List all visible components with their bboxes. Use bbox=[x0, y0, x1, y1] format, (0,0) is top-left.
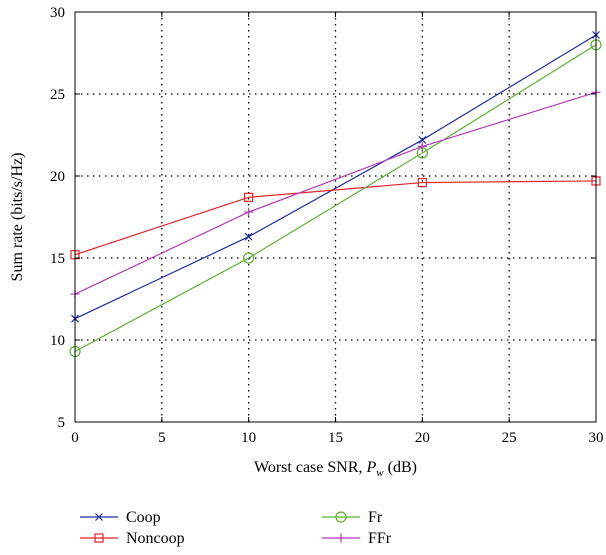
legend-item-ffr: FFr bbox=[322, 530, 392, 547]
data-point-ffr bbox=[244, 207, 254, 217]
y-tick-label: 30 bbox=[50, 5, 65, 21]
series-coop bbox=[71, 31, 600, 323]
grid-lines bbox=[75, 12, 596, 422]
legend-label: FFr bbox=[368, 530, 392, 547]
series-line-coop bbox=[74, 34, 597, 320]
legend-label: Coop bbox=[126, 509, 161, 526]
legend-marker bbox=[336, 533, 346, 543]
y-tick-label: 25 bbox=[50, 87, 65, 103]
x-axis-label-sub: w bbox=[376, 467, 384, 479]
legend-item-noncoop: Noncoop bbox=[80, 530, 185, 547]
y-tick-label: 10 bbox=[50, 333, 65, 349]
legend-marker bbox=[335, 511, 347, 523]
x-tick-label: 10 bbox=[241, 430, 256, 446]
series-layer bbox=[69, 31, 602, 358]
data-point-ffr bbox=[417, 141, 427, 151]
y-tick-label: 15 bbox=[50, 251, 65, 267]
data-point-noncoop bbox=[417, 177, 427, 188]
x-tick-label: 0 bbox=[71, 430, 79, 446]
x-axis-label-suffix: (dB) bbox=[384, 459, 417, 476]
x-tick-label: 25 bbox=[502, 430, 517, 446]
x-axis-label-prefix: Worst case SNR, bbox=[254, 459, 366, 476]
legend-item-coop: Coop bbox=[80, 509, 161, 526]
x-axis-label: Worst case SNR, Pw (dB) bbox=[254, 459, 417, 479]
legend-item-fr: Fr bbox=[322, 509, 383, 526]
legend-label: Noncoop bbox=[126, 530, 185, 547]
series-line-noncoop bbox=[74, 180, 597, 256]
x-tick-label: 5 bbox=[158, 430, 166, 446]
y-tick-label: 5 bbox=[58, 415, 66, 431]
y-axis-label: Sum rate (bits/s/Hz) bbox=[9, 153, 26, 282]
legend-marker bbox=[94, 533, 104, 543]
data-point-coop bbox=[418, 135, 427, 144]
legend-label: Fr bbox=[368, 509, 383, 526]
y-tick-label: 20 bbox=[50, 169, 65, 185]
x-tick-label: 30 bbox=[589, 430, 604, 446]
series-line-ffr bbox=[74, 91, 597, 295]
data-point-coop bbox=[244, 232, 253, 241]
data-point-fr bbox=[243, 252, 255, 264]
data-point-noncoop bbox=[244, 192, 254, 202]
x-axis-label-var: P bbox=[366, 459, 377, 476]
legend-marker bbox=[95, 513, 103, 521]
legend: Coop Noncoop Fr FFr bbox=[80, 509, 392, 547]
x-tick-label: 20 bbox=[415, 430, 430, 446]
series-line-fr bbox=[74, 44, 597, 353]
x-tick-label: 15 bbox=[328, 430, 343, 446]
